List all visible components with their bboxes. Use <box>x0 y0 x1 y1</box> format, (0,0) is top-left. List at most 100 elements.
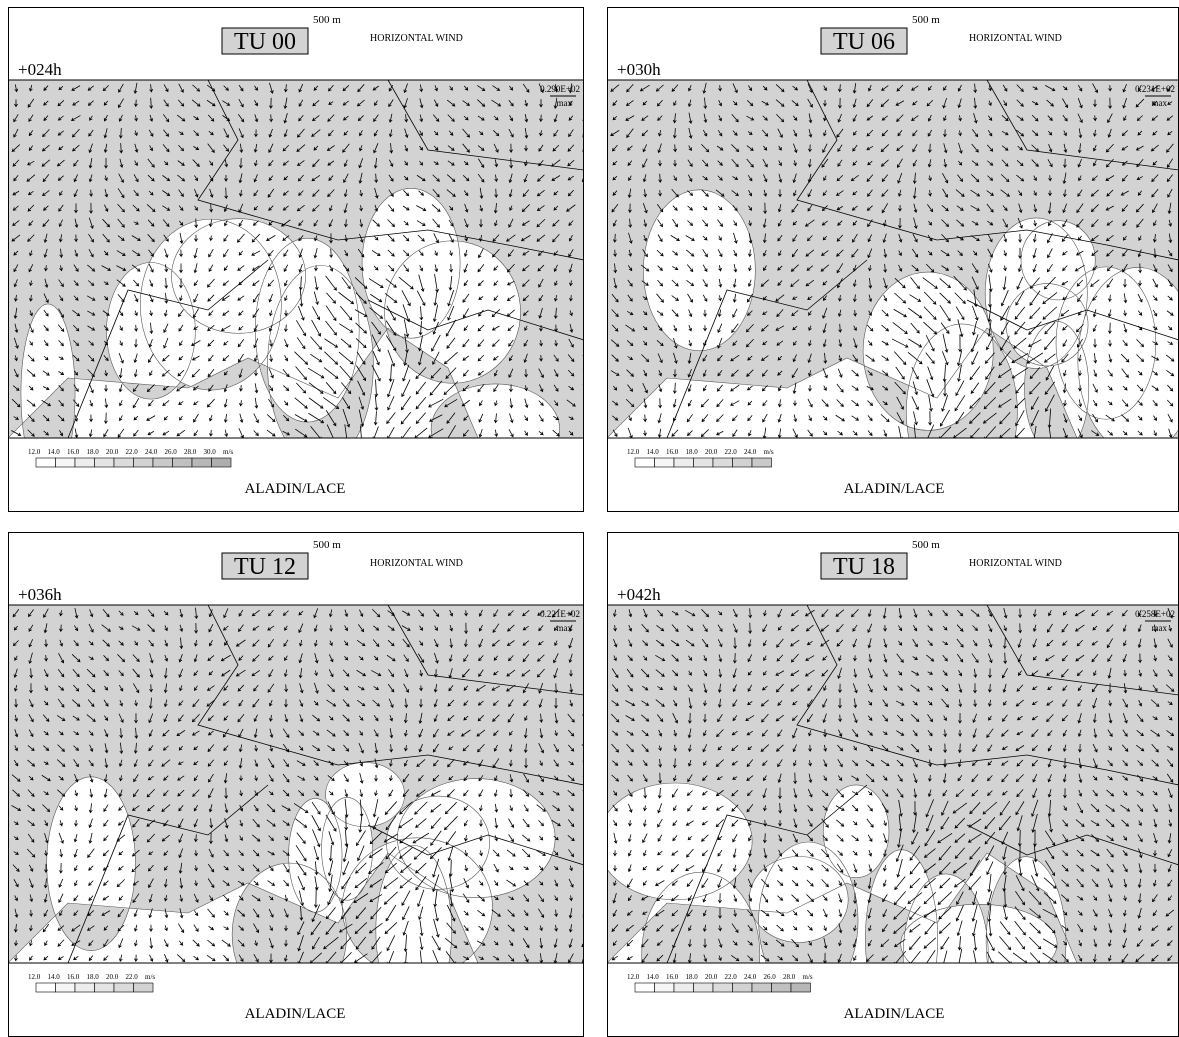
scale-label: 22.0 <box>126 448 139 456</box>
scale-label: 16.0 <box>666 448 679 456</box>
scale-label: 22.0 <box>725 448 738 456</box>
forecast-panel: 500 m TU 12 HORIZONTAL WIND +036h 0.221E+02 m… <box>8 532 584 1037</box>
scale-cell <box>713 983 733 992</box>
scale-label: 16.0 <box>67 448 80 456</box>
scale-cell <box>655 458 675 467</box>
scale-cell <box>95 458 115 467</box>
scale-label: 30.0 <box>204 448 217 456</box>
scale-label: 20.0 <box>705 973 718 981</box>
scale-cell <box>212 458 232 467</box>
panel-title: TU 00 <box>234 29 296 55</box>
max-label: max <box>557 98 573 108</box>
forecast-panel: 500 m TU 06 HORIZONTAL WIND +030h 0.231E+02 m… <box>607 7 1179 512</box>
map <box>8 80 584 484</box>
scale-label: 24.0 <box>744 973 757 981</box>
scale-label: 20.0 <box>106 973 119 981</box>
lead-time: +024h <box>18 60 62 79</box>
scale-cell <box>95 983 115 992</box>
level: 500 m <box>912 539 940 551</box>
max-value: 0.221E+02 <box>540 609 580 619</box>
model-name: ALADIN/LACE <box>844 1006 945 1022</box>
scale-cell <box>56 983 76 992</box>
scale-cell <box>75 983 95 992</box>
scale-cell <box>192 458 212 467</box>
scale-cell <box>635 983 655 992</box>
field-name: HORIZONTAL WIND <box>969 558 1062 569</box>
scale-cell <box>134 458 154 467</box>
scale-label: 22.0 <box>725 973 738 981</box>
lead-time: +042h <box>617 585 661 604</box>
field-name: HORIZONTAL WIND <box>370 558 463 569</box>
scale-cell <box>36 458 56 467</box>
scale-cell <box>674 983 694 992</box>
map <box>8 605 584 1015</box>
level: 500 m <box>912 14 940 26</box>
level: 500 m <box>313 14 341 26</box>
scale-label: 14.0 <box>48 973 61 981</box>
scale-cell <box>36 983 56 992</box>
scale-cell <box>733 983 753 992</box>
forecast-panel: 500 m TU 18 HORIZONTAL WIND +042h 0.258E+02 m… <box>607 532 1179 1037</box>
scale-unit: m/s <box>223 448 233 456</box>
scale-label: 28.0 <box>783 973 796 981</box>
scale-label: 20.0 <box>106 448 119 456</box>
scale-cell <box>114 458 134 467</box>
scale-cell <box>173 458 193 467</box>
scale-label: 26.0 <box>165 448 178 456</box>
max-label: max <box>1152 623 1168 633</box>
scale-cell <box>791 983 811 992</box>
lead-time: +036h <box>18 585 62 604</box>
level: 500 m <box>313 539 341 551</box>
field-name: HORIZONTAL WIND <box>370 33 463 44</box>
scale-label: 20.0 <box>705 448 718 456</box>
page: 500 m TU 00 HORIZONTAL WIND +024h 0.290E+02 m… <box>0 0 1179 1035</box>
scale-cell <box>674 458 694 467</box>
scale-label: 16.0 <box>67 973 80 981</box>
scale-label: 14.0 <box>48 448 61 456</box>
model-name: ALADIN/LACE <box>245 1006 346 1022</box>
scale-cell <box>635 458 655 467</box>
scale-label: 18.0 <box>686 973 699 981</box>
scale-label: 24.0 <box>145 448 158 456</box>
max-label: max <box>1152 98 1168 108</box>
max-value: 0.231E+02 <box>1135 84 1175 94</box>
scale-label: 18.0 <box>87 973 100 981</box>
scale-label: 22.0 <box>126 973 139 981</box>
scale-cell <box>752 458 772 467</box>
scale-label: 28.0 <box>184 448 197 456</box>
scale-cell <box>772 983 792 992</box>
scale-label: 12.0 <box>28 448 41 456</box>
scale-unit: m/s <box>803 973 813 981</box>
scale-label: 14.0 <box>647 448 660 456</box>
max-value: 0.258E+02 <box>1135 609 1175 619</box>
field-name: HORIZONTAL WIND <box>969 33 1062 44</box>
scale-cell <box>752 983 772 992</box>
max-value: 0.290E+02 <box>540 84 580 94</box>
scale-label: 18.0 <box>686 448 699 456</box>
map <box>607 80 1179 499</box>
scale-label: 12.0 <box>627 448 640 456</box>
scale-cell <box>713 458 733 467</box>
scale-label: 12.0 <box>28 973 41 981</box>
scale-label: 26.0 <box>764 973 777 981</box>
model-name: ALADIN/LACE <box>844 481 945 497</box>
scale-label: 24.0 <box>744 448 757 456</box>
scale-unit: m/s <box>764 448 774 456</box>
panel-title: TU 18 <box>833 554 895 580</box>
panel-title: TU 06 <box>833 29 895 55</box>
scale-cell <box>733 458 753 467</box>
scale-cell <box>694 458 714 467</box>
scale-label: 18.0 <box>87 448 100 456</box>
panel-title: TU 12 <box>234 554 296 580</box>
scale-cell <box>655 983 675 992</box>
scale-cell <box>56 458 76 467</box>
max-label: max <box>557 623 573 633</box>
scale-cell <box>153 458 173 467</box>
model-name: ALADIN/LACE <box>245 481 346 497</box>
scale-cell <box>114 983 134 992</box>
scale-label: 16.0 <box>666 973 679 981</box>
scale-cell <box>134 983 154 992</box>
scale-label: 14.0 <box>647 973 660 981</box>
lead-time: +030h <box>617 60 661 79</box>
forecast-panel: 500 m TU 00 HORIZONTAL WIND +024h 0.290E+02 m… <box>8 7 584 512</box>
